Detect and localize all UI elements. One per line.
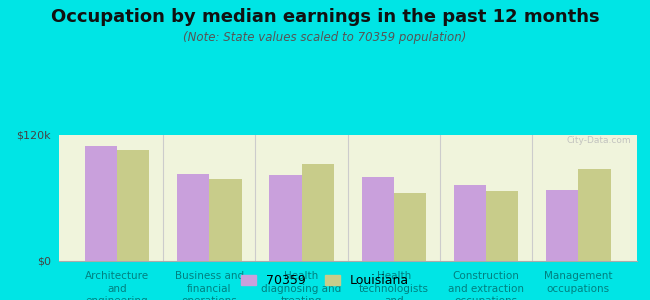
Bar	[209, 179, 242, 261]
Bar	[578, 169, 611, 261]
Bar	[546, 190, 578, 261]
Bar	[269, 175, 302, 261]
Text: City-Data.com: City-Data.com	[567, 136, 631, 145]
Legend: 70359, Louisiana: 70359, Louisiana	[236, 269, 414, 292]
Bar	[486, 191, 519, 261]
Bar	[117, 150, 150, 261]
Bar	[84, 146, 117, 261]
Text: Occupation by median earnings in the past 12 months: Occupation by median earnings in the pas…	[51, 8, 599, 26]
Bar	[177, 174, 209, 261]
Text: (Note: State values scaled to 70359 population): (Note: State values scaled to 70359 popu…	[183, 32, 467, 44]
Bar	[394, 193, 426, 261]
Bar	[454, 185, 486, 261]
Bar	[302, 164, 334, 261]
Bar	[361, 177, 394, 261]
